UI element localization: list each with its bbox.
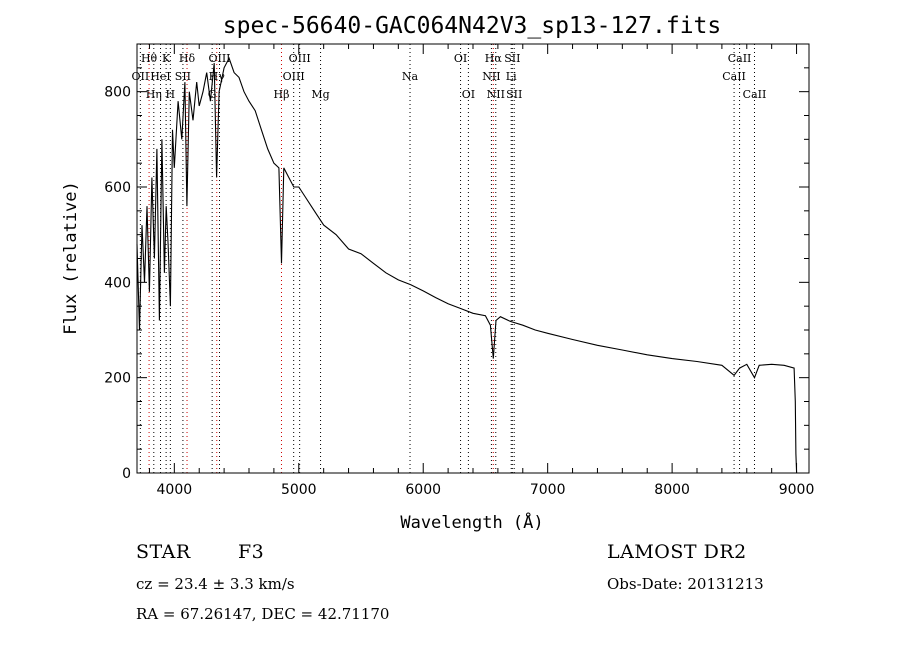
- object-class: STAR: [136, 541, 191, 563]
- line-label-15: Na: [402, 70, 419, 83]
- line-label-7: Hδ: [179, 52, 196, 65]
- x-axis: 4000 5000 6000 7000 8000 9000: [148, 44, 815, 498]
- line-label-18: NII: [482, 70, 500, 83]
- object-subclass: F3: [238, 541, 265, 563]
- redshift-value: cz = 23.4 ± 3.3 km/s: [136, 575, 295, 593]
- line-label-10: OIII: [208, 52, 230, 65]
- y-axis: 0 200 400 600 800: [104, 43, 809, 482]
- y-axis-label: Flux (relative): [61, 181, 81, 335]
- line-label-16: OI: [454, 52, 467, 65]
- line-label-6: SII: [175, 70, 191, 83]
- line-label-12: OIII: [283, 70, 305, 83]
- line-label-20: NII: [487, 88, 505, 101]
- observation-date: Obs-Date: 20131213: [607, 575, 764, 593]
- y-tick-label: 200: [104, 371, 131, 387]
- x-tick-label: 9000: [779, 482, 815, 498]
- line-label-21: Li: [506, 70, 517, 83]
- line-label-3: HeI: [150, 70, 170, 83]
- survey-name: LAMOST DR2: [607, 541, 747, 563]
- line-label-8: G: [208, 88, 217, 101]
- line-label-1: OII: [132, 70, 150, 83]
- x-tick-label: 7000: [530, 482, 566, 498]
- line-label-14: Mg: [311, 88, 329, 101]
- line-label-4: K: [162, 52, 171, 65]
- x-tick-label: 6000: [405, 482, 441, 498]
- y-tick-label: 0: [122, 466, 131, 482]
- line-label-19: Hα: [485, 52, 503, 65]
- line-label-26: CaII: [743, 88, 767, 101]
- coordinates: RA = 67.26147, DEC = 42.71170: [136, 605, 390, 623]
- spectrum-line: [136, 56, 798, 474]
- line-label-23: SII: [506, 88, 522, 101]
- plot-frame: [136, 43, 810, 474]
- spectral-line-labels: HθOIIHηHeIKHSIIHδGHγOIIIHβOIIIOIIIMgNaOI…: [132, 52, 767, 101]
- x-axis-label: Wavelength (Å): [400, 511, 543, 533]
- line-label-2: Hη: [146, 88, 162, 101]
- y-tick-label: 800: [104, 85, 131, 101]
- line-label-17: OI: [462, 88, 475, 101]
- line-label-5: H: [166, 88, 176, 101]
- x-tick-label: 8000: [654, 482, 690, 498]
- line-label-13: OIII: [289, 52, 311, 65]
- x-tick-label: 4000: [157, 482, 193, 498]
- line-label-11: Hβ: [274, 88, 290, 101]
- line-label-25: CaII: [728, 52, 752, 65]
- y-tick-label: 600: [104, 180, 131, 196]
- y-tick-label: 400: [104, 275, 131, 291]
- line-label-24: CaII: [722, 70, 746, 83]
- x-tick-label: 5000: [281, 482, 317, 498]
- line-label-22: SII: [504, 52, 520, 65]
- spectral-line-markers: [139, 44, 755, 473]
- chart-title: spec-56640-GAC064N42V3_sp13-127.fits: [223, 13, 722, 39]
- line-label-0: Hθ: [141, 52, 158, 65]
